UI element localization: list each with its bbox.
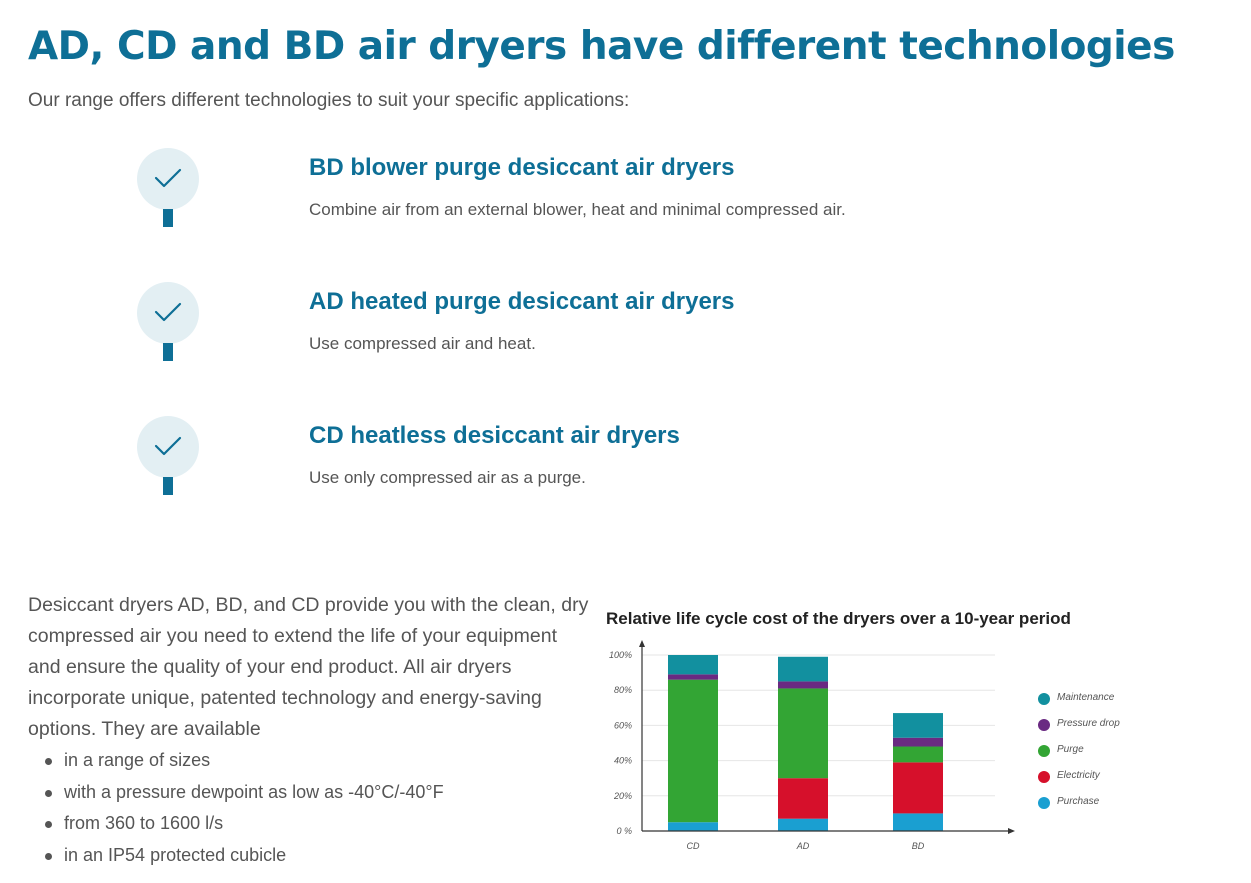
bar-segment [893,762,943,814]
page-title: AD, CD and BD air dryers have different … [28,24,1175,69]
check-circle [137,282,199,344]
feature-cd: CD heatless desiccant air dryers Use onl… [0,416,1251,516]
legend-swatch [1038,745,1050,757]
bar-segment [778,778,828,819]
feature-bd: BD blower purge desiccant air dryers Com… [0,148,1251,248]
timeline-stem [163,343,173,361]
feature-description: Combine air from an external blower, hea… [309,200,846,219]
x-tick-label: CD [687,841,700,851]
life-cycle-cost-chart: 0 % 20% 40% 60% 80% 100% CD AD BD [609,640,1015,851]
check-icon [154,168,182,188]
timeline-stem [163,209,173,227]
legend-label: Electricity [1057,770,1100,781]
bar-segment [893,813,943,831]
legend-swatch [1038,797,1050,809]
bar-segment [668,822,718,831]
availability-list: in a range of sizes with a pressure dewp… [28,745,444,871]
y-tick-label: 80% [614,685,632,695]
description-paragraph: Desiccant dryers AD, BD, and CD provide … [28,594,589,740]
list-item: in an IP54 protected cubicle [28,840,444,872]
chart-title: Relative life cycle cost of the dryers o… [606,609,1071,628]
y-tick-label: 0 % [616,826,632,836]
list-item: with a pressure dewpoint as low as -40°C… [28,777,444,809]
bar-segment [893,737,943,747]
list-item: in a range of sizes [28,745,444,777]
y-axis-arrow [639,640,645,647]
y-tick-label: 20% [613,791,632,801]
timeline-stem [163,477,173,495]
x-axis-arrow [1008,828,1015,834]
feature-title: CD heatless desiccant air dryers [309,422,680,449]
legend-swatch [1038,719,1050,731]
check-icon [154,302,182,322]
bar-segment [668,674,718,680]
bar-segment [778,656,828,682]
list-item: from 360 to 1600 l/s [28,808,444,840]
bar-segment [893,713,943,738]
bar-segment [778,681,828,689]
legend-label: Pressure drop [1057,718,1120,729]
check-circle [137,148,199,210]
legend-label: Purchase [1057,796,1100,807]
legend-label: Purge [1057,744,1084,755]
bar-segment [778,818,828,831]
bar-segment [668,679,718,823]
bar-segment [893,746,943,763]
feature-title: AD heated purge desiccant air dryers [309,288,735,315]
y-tick-label: 40% [614,756,632,766]
intro-text: Our range offers different technologies … [28,90,630,111]
bar-segment [778,688,828,779]
feature-description: Use compressed air and heat. [309,334,536,353]
y-tick-label: 100% [609,650,632,660]
bar-segment [668,655,718,675]
check-circle [137,416,199,478]
x-tick-label: AD [796,841,810,851]
feature-title: BD blower purge desiccant air dryers [309,154,735,181]
feature-description: Use only compressed air as a purge. [309,468,586,487]
check-icon [154,436,182,456]
feature-ad: AD heated purge desiccant air dryers Use… [0,282,1251,382]
legend-label: Maintenance [1057,692,1115,703]
y-tick-label: 60% [614,720,632,730]
legend-swatch [1038,771,1050,783]
x-tick-label: BD [912,841,925,851]
legend-swatch [1038,693,1050,705]
